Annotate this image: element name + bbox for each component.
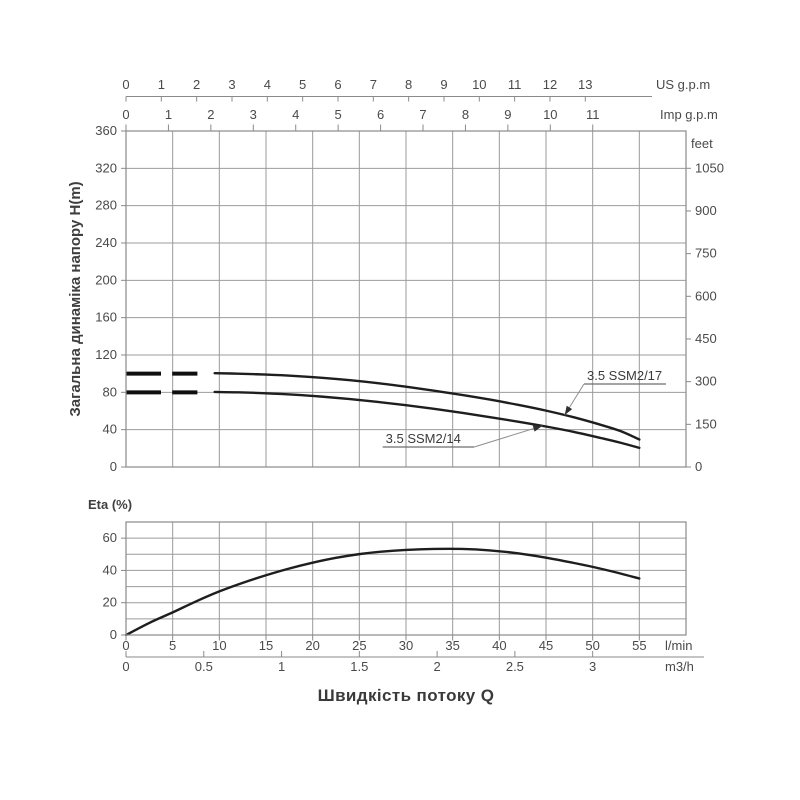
- m3h-axis-title: m3/h: [665, 659, 694, 674]
- head-left-tick-label: 200: [95, 272, 117, 287]
- us-gpm-tick-label: 7: [370, 77, 377, 92]
- imp-gpm-tick-label: 10: [543, 107, 557, 122]
- head-y-axis-title: Загальна динаміка напору H(m): [67, 181, 84, 416]
- efficiency-curve: [124, 547, 641, 637]
- us-gpm-tick-label: 13: [578, 77, 592, 92]
- curve-label-ssm2-17: 3.5 SSM2/17: [587, 368, 662, 383]
- eta-left-tick-label: 40: [103, 562, 117, 577]
- imp-gpm-tick-label: 2: [207, 107, 214, 122]
- pump-curve-14: [213, 390, 641, 450]
- imp-gpm-tick-label: 9: [504, 107, 511, 122]
- lpm-tick-label: 10: [212, 638, 226, 653]
- lpm-tick-label: 5: [169, 638, 176, 653]
- imp-gpm-tick-label: 4: [292, 107, 299, 122]
- us-gpm-tick-label: 6: [334, 77, 341, 92]
- eta-left-tick-label: 60: [103, 530, 117, 545]
- imp-gpm-tick-label: 1: [165, 107, 172, 122]
- m3h-tick-label: 1: [278, 659, 285, 674]
- lpm-tick-label: 25: [352, 638, 366, 653]
- imp-gpm-tick-label: 5: [335, 107, 342, 122]
- us-gpm-tick-label: 4: [264, 77, 271, 92]
- feet-tick-label: 150: [695, 416, 717, 431]
- us-gpm-tick-label: 11: [508, 77, 522, 92]
- head-left-tick-label: 0: [110, 459, 117, 474]
- lpm-axis-title: l/min: [665, 638, 692, 653]
- head-left-tick-label: 360: [95, 123, 117, 138]
- m3h-tick-label: 1.5: [350, 659, 368, 674]
- curve-label-leader-line: [473, 425, 543, 448]
- feet-tick-label: 600: [695, 288, 717, 303]
- us-gpm-tick-label: 9: [440, 77, 447, 92]
- lpm-tick-label: 30: [399, 638, 413, 653]
- imp-gpm-tick-label: 0: [122, 107, 129, 122]
- curve-label-arrowhead: [532, 425, 543, 432]
- head-left-tick-label: 120: [95, 347, 117, 362]
- imp-gpm-tick-label: 3: [250, 107, 257, 122]
- head-left-tick-label: 240: [95, 235, 117, 250]
- head-plot-border: [125, 130, 687, 468]
- curve-label-ssm2-14: 3.5 SSM2/14: [386, 431, 461, 446]
- us-gpm-tick-label: 3: [228, 77, 235, 92]
- feet-tick-label: 300: [695, 374, 717, 389]
- feet-tick-label: 450: [695, 331, 717, 346]
- us-gpm-tick-label: 12: [543, 77, 557, 92]
- lpm-tick-label: 15: [259, 638, 273, 653]
- imp-gpm-tick-label: 7: [419, 107, 426, 122]
- feet-tick-label: 900: [695, 203, 717, 218]
- us-gpm-tick-label: 2: [193, 77, 200, 92]
- feet-tick-label: 1050: [695, 160, 724, 175]
- imp-gpm-tick-label: 8: [462, 107, 469, 122]
- lpm-tick-label: 35: [445, 638, 459, 653]
- us-gpm-tick-label: 0: [122, 77, 129, 92]
- curve-label-arrowhead: [564, 405, 573, 416]
- m3h-tick-label: 2: [433, 659, 440, 674]
- lpm-tick-label: 0: [122, 638, 129, 653]
- lpm-tick-label: 55: [632, 638, 646, 653]
- eta-left-tick-label: 20: [103, 595, 117, 610]
- m3h-tick-label: 2.5: [506, 659, 524, 674]
- us-gpm-axis-title: US g.p.m: [656, 77, 710, 92]
- imp-gpm-axis-title: Imp g.p.m: [660, 107, 718, 122]
- imp-gpm-tick-label: 11: [586, 107, 600, 122]
- x-axis-title: Швидкість потоку Q: [318, 686, 495, 705]
- head-left-tick-label: 280: [95, 198, 117, 213]
- us-gpm-tick-label: 10: [472, 77, 486, 92]
- head-left-tick-label: 80: [103, 384, 117, 399]
- us-gpm-tick-label: 5: [299, 77, 306, 92]
- feet-tick-label: 0: [695, 459, 702, 474]
- us-gpm-tick-label: 1: [158, 77, 165, 92]
- lpm-tick-label: 50: [585, 638, 599, 653]
- eta-left-tick-label: 0: [110, 627, 117, 642]
- pump-curve-17: [213, 372, 641, 441]
- m3h-tick-label: 3: [589, 659, 596, 674]
- imp-gpm-tick-label: 6: [377, 107, 384, 122]
- head-left-tick-label: 320: [95, 160, 117, 175]
- m3h-tick-label: 0.5: [195, 659, 213, 674]
- eta-chart-title: Eta (%): [88, 497, 132, 512]
- lpm-tick-label: 20: [305, 638, 319, 653]
- us-gpm-tick-label: 8: [405, 77, 412, 92]
- head-left-tick-label: 160: [95, 310, 117, 325]
- feet-axis-title: feet: [691, 136, 713, 151]
- m3h-tick-label: 0: [122, 659, 129, 674]
- feet-tick-label: 750: [695, 246, 717, 261]
- lpm-tick-label: 40: [492, 638, 506, 653]
- head-left-tick-label: 40: [103, 422, 117, 437]
- lpm-tick-label: 45: [539, 638, 553, 653]
